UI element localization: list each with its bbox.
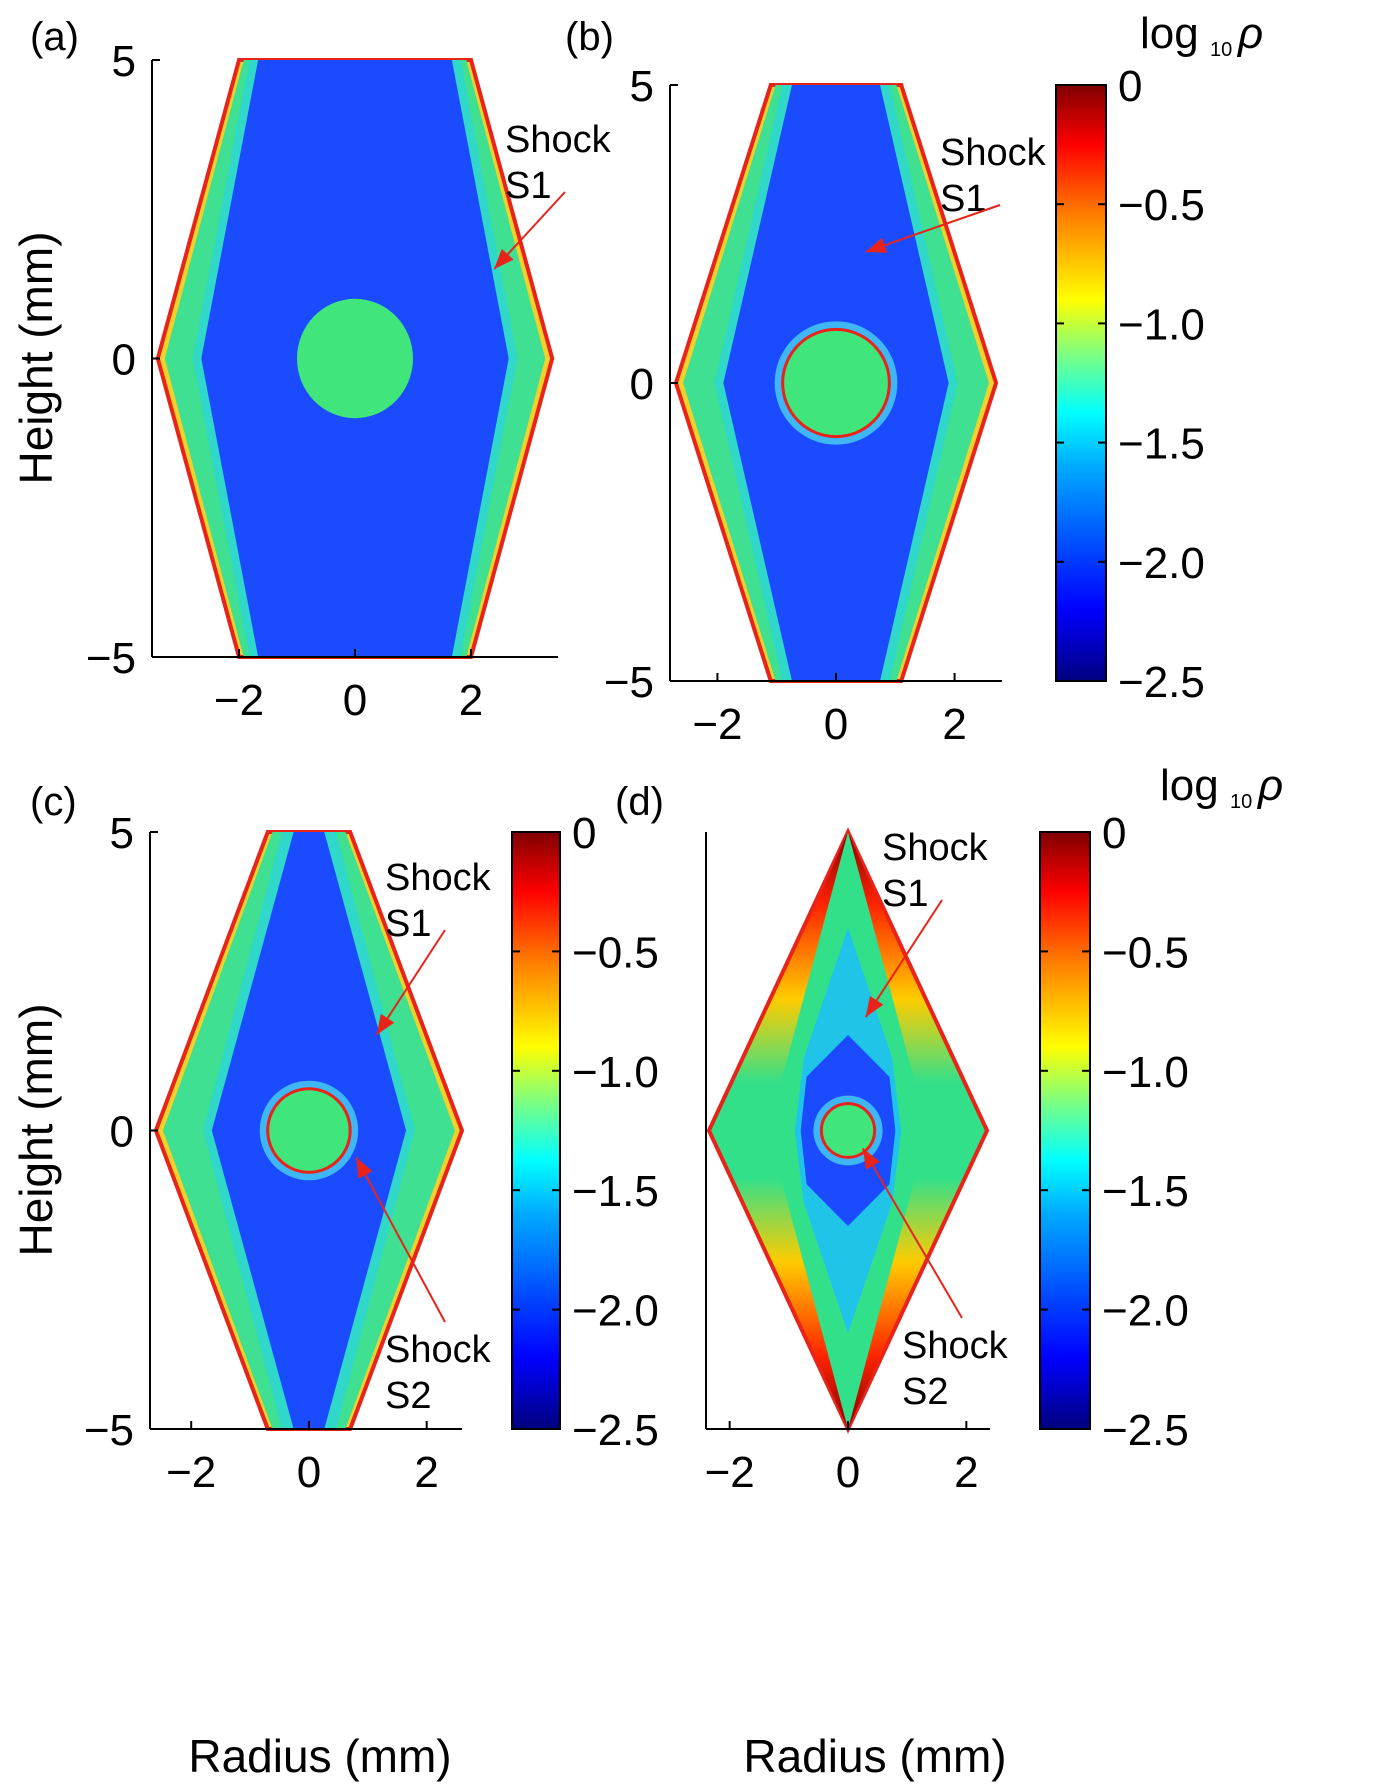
- colorbar-title-top: log 10 ρ: [1140, 9, 1263, 61]
- arrow-head: [862, 1148, 880, 1170]
- colorbar-tick-label: −2.5: [1102, 1406, 1189, 1455]
- annotation-arrow: [864, 899, 943, 1018]
- x-tick-label: 0: [343, 676, 367, 725]
- panel-label-c: (c): [30, 780, 77, 824]
- colorbar-gradient: [511, 831, 561, 1430]
- colorbar-tick-label: −1.0: [1118, 300, 1205, 349]
- arrow-head: [356, 1157, 373, 1179]
- colorbar-c: 0 −0.5 −1.0 −1.5 −2.0 −2.5: [511, 809, 659, 1455]
- colorbar-tick-label: −2.5: [572, 1406, 659, 1455]
- colorbar-top: 0 −0.5 −1.0 −1.5 −2.0 −2.5: [1055, 62, 1205, 707]
- arrow-head: [865, 237, 888, 253]
- y-tick-label: 5: [110, 809, 134, 858]
- y-tick-label: 5: [112, 37, 136, 86]
- colorbar-title-subscript: 10: [1210, 39, 1232, 61]
- x-tick-label: −2: [214, 676, 264, 725]
- annotation-text: S1: [882, 873, 928, 915]
- colorbar-tick-label: −1.0: [572, 1048, 659, 1097]
- x-axis-label-c: Radius (mm): [188, 1730, 451, 1782]
- x-tick-label: 2: [942, 700, 966, 749]
- colorbar-tick-label: −2.0: [1118, 539, 1205, 588]
- colorbar-gradient: [1039, 831, 1091, 1430]
- annotation-text: Shock: [940, 132, 1047, 174]
- y-tick-label: 0: [110, 1108, 134, 1157]
- colorbar-tick-label: −2.5: [1118, 658, 1205, 707]
- y-tick-label: −5: [86, 634, 136, 683]
- colorbar-tick-label: 0: [1102, 809, 1126, 858]
- colorbar-tick-label: −1.5: [1118, 420, 1205, 469]
- colorbar-tick-label: −2.0: [1102, 1287, 1189, 1336]
- colorbar-title-log: log: [1140, 9, 1199, 58]
- y-tick-label: 5: [630, 62, 654, 111]
- annotation-text: Shock: [505, 119, 612, 161]
- core-circle: [297, 298, 413, 419]
- colorbar-title-log: log: [1160, 761, 1219, 810]
- colorbar-title-rho: ρ: [1256, 761, 1283, 810]
- panel-label-d: (d): [615, 780, 664, 824]
- annotation-text: S1: [385, 903, 431, 945]
- x-tick-label: 2: [414, 1448, 438, 1497]
- annotation-text: Shock: [385, 857, 492, 899]
- y-tick-label: −5: [604, 658, 654, 707]
- annotation-arrow: [861, 1147, 963, 1319]
- colorbar-title-d: log 10 ρ: [1160, 761, 1283, 813]
- annotation-arrow: [375, 929, 446, 1036]
- x-tick-label: −2: [692, 700, 742, 749]
- colorbar-tick-label: 0: [572, 809, 596, 858]
- arrow-head: [376, 1013, 395, 1035]
- annotation-text: S2: [385, 1375, 431, 1417]
- y-tick-label: 0: [112, 336, 136, 385]
- colorbar-tick-label: −0.5: [1118, 181, 1205, 230]
- annotation-text: S2: [902, 1371, 948, 1413]
- colorbar-tick-label: −1.5: [1102, 1167, 1189, 1216]
- x-tick-label: −2: [705, 1448, 755, 1497]
- x-tick-label: 2: [954, 1448, 978, 1497]
- annotation-text: S1: [940, 178, 986, 220]
- annotation-text: Shock: [385, 1329, 492, 1371]
- colorbar-title-rho: ρ: [1236, 9, 1263, 58]
- y-axis-label-c: Height (mm): [10, 1003, 62, 1256]
- colorbar-d: 0 −0.5 −1.0 −1.5 −2.0 −2.5: [1039, 809, 1189, 1455]
- colorbar-tick-label: −1.0: [1102, 1048, 1189, 1097]
- x-axis-label-d: Radius (mm): [743, 1730, 1006, 1782]
- colorbar-tick-label: −0.5: [1102, 928, 1189, 977]
- annotation-text: Shock: [902, 1325, 1009, 1367]
- x-tick-label: −2: [166, 1448, 216, 1497]
- annotation-arrow: [865, 204, 1001, 253]
- panel-label-a: (a): [30, 15, 79, 59]
- colorbar-gradient: [1055, 84, 1107, 682]
- core-circle: [781, 327, 891, 439]
- x-tick-label: 2: [459, 676, 483, 725]
- colorbar-tick-label: −2.0: [572, 1287, 659, 1336]
- core-circle: [819, 1102, 877, 1159]
- x-tick-label: 0: [824, 700, 848, 749]
- colorbar-tick-label: 0: [1118, 62, 1142, 111]
- y-axis-label-a: Height (mm): [10, 231, 62, 484]
- core-circle: [266, 1087, 352, 1174]
- annotation-text: Shock: [882, 827, 989, 869]
- annotation-arrow: [355, 1156, 446, 1323]
- x-tick-label: 0: [836, 1448, 860, 1497]
- annotation-text: S1: [505, 165, 551, 207]
- arrow-head: [865, 995, 884, 1018]
- arrow-head: [494, 248, 514, 269]
- panel-label-b: (b): [565, 15, 614, 59]
- colorbar-tick-label: −0.5: [572, 928, 659, 977]
- colorbar-title-subscript: 10: [1230, 791, 1252, 813]
- y-tick-label: −5: [84, 1406, 134, 1455]
- x-tick-label: 0: [297, 1448, 321, 1497]
- y-tick-label: 0: [630, 360, 654, 409]
- colorbar-tick-label: −1.5: [572, 1167, 659, 1216]
